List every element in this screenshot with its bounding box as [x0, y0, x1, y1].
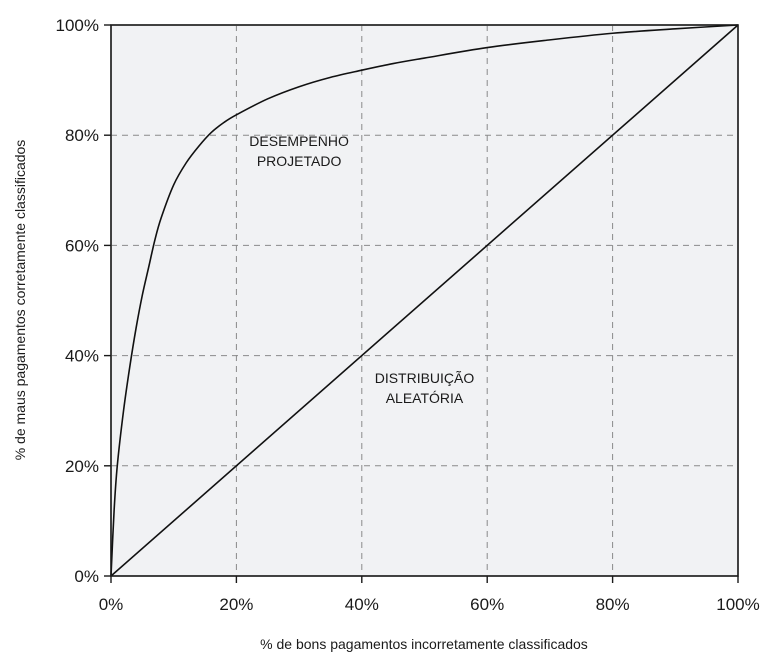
plot-border — [110, 24, 739, 577]
x-tick-label: 60% — [470, 595, 504, 614]
x-tick-label: 100% — [716, 595, 759, 614]
y-tick-label: 20% — [65, 457, 99, 476]
x-tick-label: 20% — [219, 595, 253, 614]
annotation-projected-performance: DESEMPENHO PROJETADO — [249, 133, 349, 169]
y-tick-label: 100% — [56, 16, 99, 35]
grid-lines — [111, 25, 738, 576]
y-tick-label: 60% — [65, 236, 99, 255]
chart-annotations: DESEMPENHO PROJETADO DISTRIBUIÇÃO ALEATÓRIA — [249, 133, 474, 406]
y-tick-label: 40% — [65, 347, 99, 366]
y-tick-label: 80% — [65, 126, 99, 145]
x-tick-label: 0% — [99, 595, 124, 614]
x-tick-label: 40% — [345, 595, 379, 614]
series-lines — [110, 24, 739, 577]
y-axis-label: % de maus pagamentos corretamente classi… — [12, 140, 28, 461]
x-axis-label: % de bons pagamentos incorretamente clas… — [260, 636, 588, 652]
y-tick-label: 0% — [74, 567, 99, 586]
x-tick-label: 80% — [596, 595, 630, 614]
projected-performance-curve — [110, 24, 739, 577]
random-distribution-line — [110, 24, 739, 577]
axis-ticks: 0% 20% 40% 60% 80% 100% 0% 20% 40% 60% 80% 100% — [56, 16, 760, 614]
annotation-random-distribution: DISTRIBUIÇÃO ALEATÓRIA — [375, 370, 475, 406]
